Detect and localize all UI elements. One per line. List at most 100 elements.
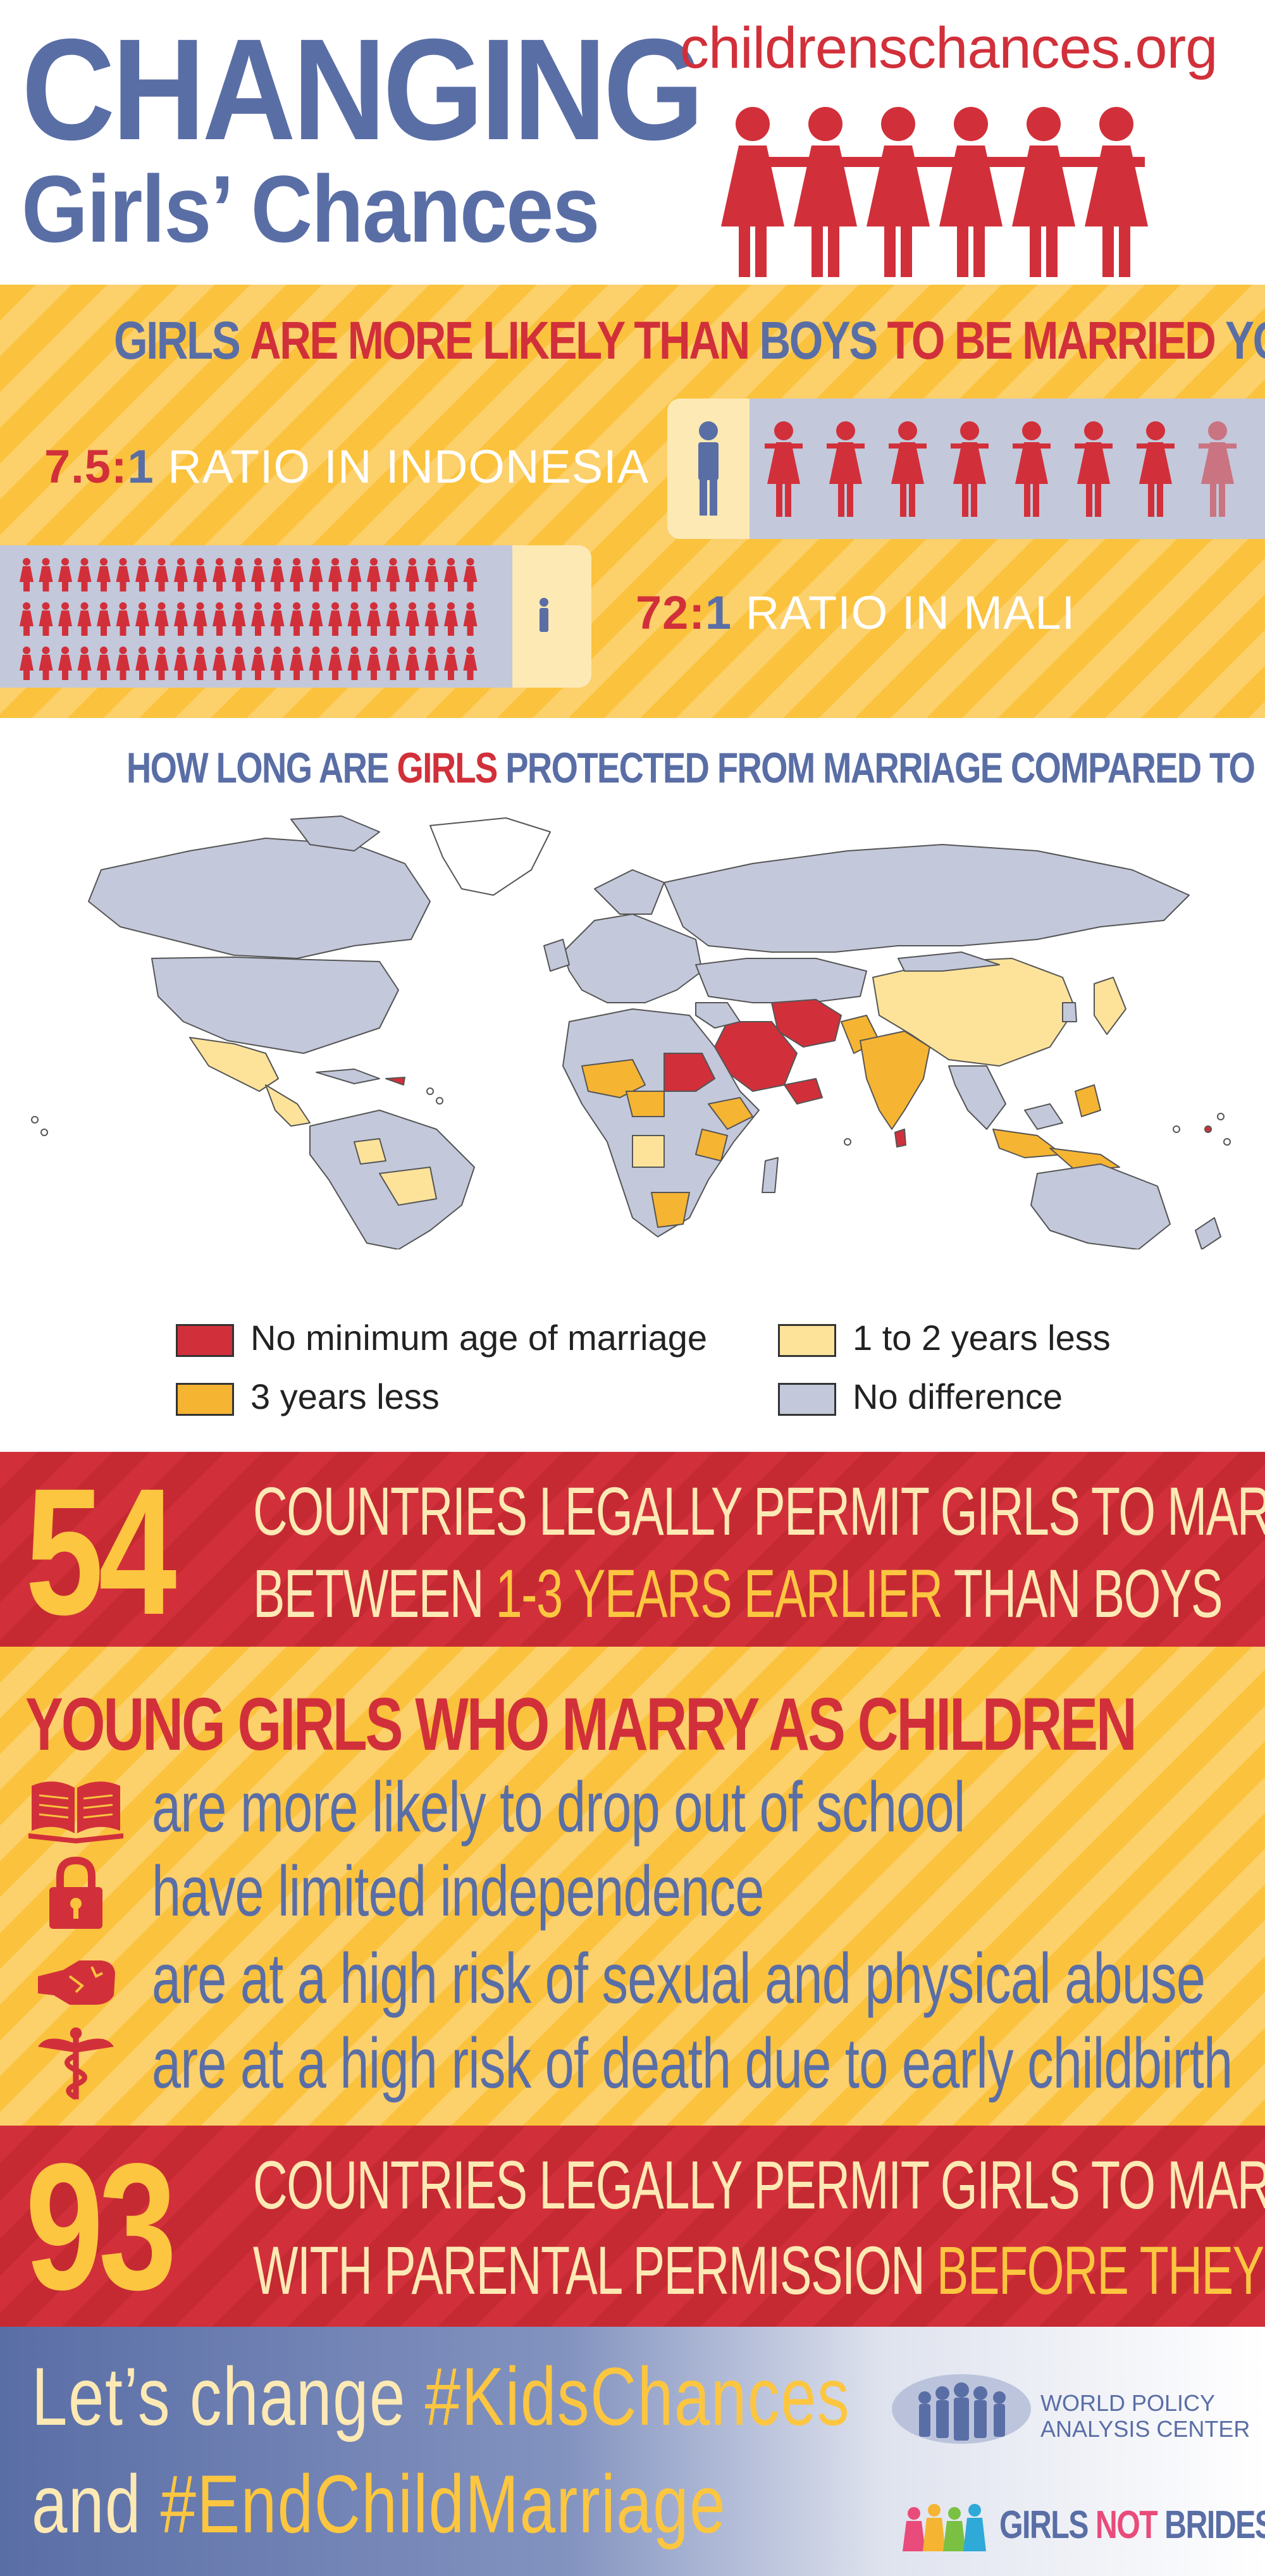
- mali-girl-figure: [386, 647, 400, 680]
- mali-girl-figure: [193, 602, 207, 636]
- stat-93-number: 93: [25, 2126, 176, 2327]
- mali-girl-figure: [20, 647, 34, 680]
- mali-girl-figure: [444, 602, 458, 636]
- stat-54-line-1: COUNTRIES LEGALLY PERMIT GIRLS TO MARRY: [253, 1473, 1265, 1549]
- footer: Let’s change #KidsChances and #EndChildM…: [0, 2327, 1265, 2576]
- header: CHANGING Girls’ Chances childrenschances…: [0, 0, 1265, 285]
- stat-93-line-2-highlight: BEFORE THEY TURN 18: [936, 2232, 1265, 2308]
- mali-boy-figure: [540, 598, 548, 632]
- legend-1-to-2: 1 to 2 years less: [778, 1317, 1111, 1358]
- mali-girl-figure: [116, 602, 130, 636]
- mali-girl-figure: [328, 647, 342, 680]
- consequence-abuse-text: are at a high risk of sexual and physica…: [152, 1939, 1206, 2018]
- mali-girl-figure: [154, 558, 169, 591]
- indonesia-ratio-one: 1: [127, 440, 154, 493]
- map-usa: [151, 957, 399, 1054]
- mali-girl-figure: [116, 647, 130, 680]
- indonesia-ratio-colon: :: [111, 440, 128, 493]
- legend-label-no-difference: No difference: [853, 1377, 1063, 1416]
- mali-girl-figure: [386, 602, 400, 636]
- mali-girl-figure: [251, 602, 265, 636]
- indonesia-ratio-value: 7.5: [44, 440, 111, 493]
- website-link[interactable]: childrenschances.org: [680, 16, 1218, 80]
- heading-young: YOUNG: [1225, 311, 1265, 370]
- mali-ratio-value: 72: [636, 586, 689, 639]
- lock-icon: [49, 1856, 102, 1929]
- mali-girl-figure: [367, 602, 381, 636]
- consequence-school-text: are more likely to drop out of school: [152, 1768, 965, 1847]
- mali-girl-figure: [309, 558, 323, 591]
- consequences-heading: YOUNG GIRLS WHO MARRY AS CHILDREN: [25, 1683, 1137, 1766]
- mali-girl-figure: [424, 647, 439, 680]
- indonesia-ratio-label: RATIO IN INDONESIA: [168, 440, 650, 493]
- heading-boys: BOYS: [759, 311, 878, 370]
- legend-label-no-minimum: No minimum age of marriage: [250, 1318, 708, 1358]
- mali-girl-figure: [58, 602, 72, 636]
- gnb-brides: BRIDES: [1164, 2503, 1265, 2547]
- caduceus-icon: [38, 2027, 114, 2100]
- mali-girl-figure: [97, 602, 111, 636]
- mali-girl-figure: [424, 558, 439, 591]
- legend-label-1-to-2: 1 to 2 years less: [853, 1318, 1111, 1358]
- map-canada: [88, 838, 431, 959]
- ratio-section: GIRLS ARE MORE LIKELY THAN BOYS TO BE MA…: [0, 285, 1265, 718]
- mali-girl-figure: [39, 558, 53, 591]
- stat-54-band: 54 COUNTRIES LEGALLY PERMIT GIRLS TO MAR…: [0, 1452, 1265, 1647]
- mali-ratio-colon: :: [689, 586, 705, 639]
- mali-girl-figure: [347, 558, 362, 591]
- mali-girl-figure: [251, 558, 265, 591]
- mali-girl-figure: [154, 602, 169, 636]
- stat-93-line-2: WITH PARENTAL PERMISSION BEFORE THEY TUR…: [253, 2236, 1265, 2305]
- stat-93-band: 93 COUNTRIES LEGALLY PERMIT GIRLS TO MAR…: [0, 2126, 1265, 2327]
- map-australia: [1030, 1163, 1171, 1249]
- mali-girl-figure: [77, 602, 92, 636]
- mali-girl-figure: [174, 558, 188, 591]
- mali-girl-figure: [444, 558, 458, 591]
- map-sudan: [663, 1053, 715, 1092]
- map-russia: [663, 844, 1190, 953]
- consequence-death: are at a high risk of death due to early…: [25, 2026, 1252, 2102]
- map-section: HOW LONG ARE GIRLS PROTECTED FROM MARRIA…: [0, 718, 1265, 1452]
- mali-pictogram: [20, 558, 548, 680]
- legend-label-3-years: 3 years less: [250, 1377, 440, 1416]
- mali-girl-figure: [213, 602, 226, 636]
- mali-girl-figure: [309, 647, 323, 680]
- mali-girl-figure: [231, 558, 246, 591]
- mali-girl-figure: [135, 647, 149, 680]
- consequence-abuse: are at a high risk of sexual and physica…: [25, 1941, 1252, 2017]
- mali-girl-figure: [270, 558, 285, 591]
- hashtag-endchildmarriage[interactable]: #EndChildMarriage: [160, 2458, 727, 2550]
- mali-girl-figure: [251, 647, 265, 680]
- heading-more-likely: ARE MORE LIKELY THAN: [249, 311, 750, 370]
- heading-married: TO BE MARRIED: [887, 311, 1216, 370]
- stat-93-line-1: COUNTRIES LEGALLY PERMIT GIRLS TO MARRY: [253, 2146, 1265, 2223]
- stat-54-line-2: BETWEEN 1-3 YEARS EARLIER THAN BOYS: [253, 1559, 1223, 1628]
- ratio-heading: GIRLS ARE MORE LIKELY THAN BOYS TO BE MA…: [114, 310, 1265, 371]
- title-line-2: Girls’ Chances: [22, 156, 600, 262]
- mali-girl-figure: [154, 647, 169, 680]
- title-line-1: CHANGING: [22, 9, 704, 170]
- mali-girl-figure: [135, 558, 149, 591]
- mali-girl-figure: [77, 558, 92, 591]
- map-china: [872, 958, 1076, 1067]
- mali-girl-figure: [309, 602, 323, 636]
- mali-girl-figure: [97, 558, 111, 591]
- hashtag-kidschances[interactable]: #KidsChances: [424, 2350, 851, 2443]
- map-heading-post: PROTECTED FROM MARRIAGE COMPARED TO BOYS…: [505, 744, 1265, 792]
- cta-line-2: and #EndChildMarriage: [32, 2463, 726, 2545]
- map-heading-pre: HOW LONG ARE: [126, 744, 390, 792]
- map-heading: HOW LONG ARE GIRLS PROTECTED FROM MARRIA…: [126, 743, 1265, 793]
- mali-ratio-one: 1: [705, 586, 732, 639]
- girls-not-brides-logo-icon: [903, 2504, 986, 2551]
- mali-girl-figure: [116, 558, 130, 591]
- heading-girls: GIRLS: [114, 311, 241, 370]
- mali-girl-figure: [463, 602, 478, 636]
- legend-no-minimum: No minimum age of marriage: [176, 1317, 707, 1358]
- mali-girl-figure: [20, 558, 34, 591]
- mali-girl-figure: [58, 647, 72, 680]
- mali-girl-figure: [405, 558, 419, 591]
- stat-54-line-2-pre: BETWEEN: [253, 1555, 484, 1632]
- book-icon: [28, 1781, 123, 1843]
- world-policy-logo-text: WORLD POLICY ANALYSIS CENTER: [1040, 2390, 1250, 2443]
- map-mexico: [189, 1037, 279, 1092]
